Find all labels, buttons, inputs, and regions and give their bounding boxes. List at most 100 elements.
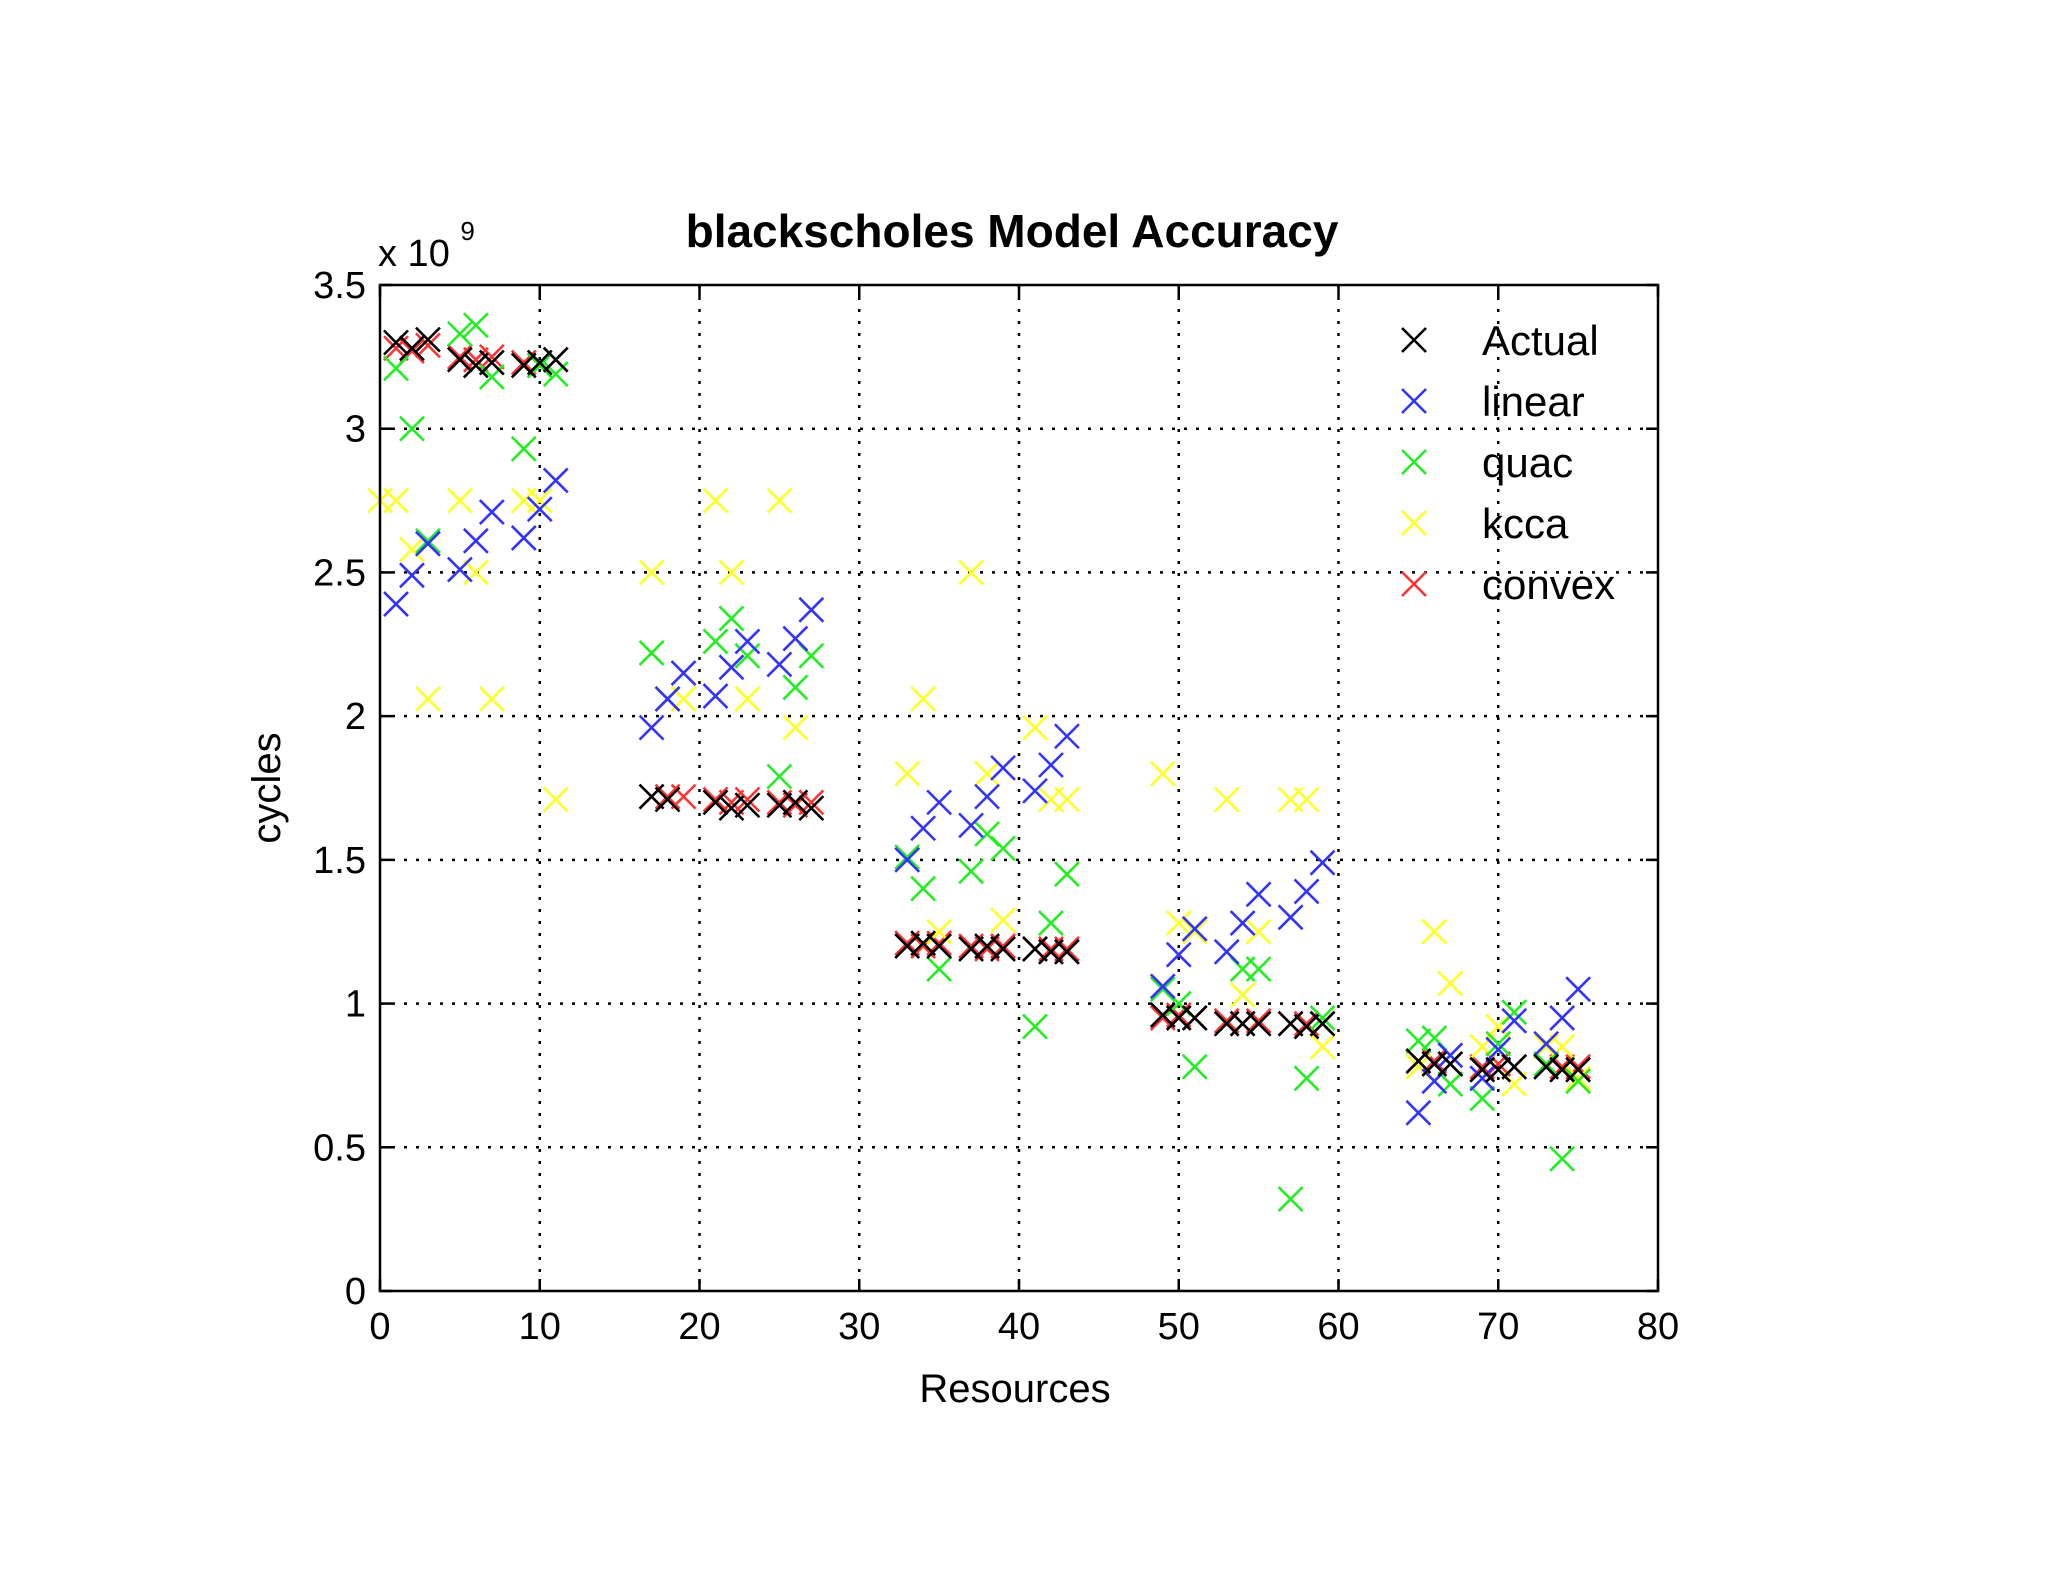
data-point-kcca (1421, 918, 1448, 945)
y-tick-label: 3.5 (313, 265, 366, 307)
data-point-quac (1309, 1005, 1336, 1031)
data-point-linear (1437, 1042, 1464, 1069)
data-point-actual (1277, 1010, 1304, 1037)
data-point-actual (1485, 1056, 1512, 1083)
y-multiplier-exponent: 9 (460, 216, 474, 246)
data-point-kcca (718, 559, 745, 586)
data-point-linear (478, 499, 505, 525)
data-point-quac (415, 527, 441, 554)
legend-item: convex (1401, 561, 1615, 608)
data-point-convex (415, 332, 441, 359)
data-point-linear (1022, 777, 1048, 804)
data-point-kcca (1022, 714, 1048, 741)
legend-label: linear (1482, 378, 1585, 425)
data-point-linear (926, 789, 953, 816)
data-point-actual (894, 933, 921, 960)
data-point-quac (766, 763, 793, 790)
data-point-actual (1181, 1005, 1208, 1031)
legend-item: quac (1401, 439, 1573, 486)
data-point-actual (702, 789, 729, 816)
legend-label: kcca (1482, 500, 1569, 547)
data-point-actual (510, 352, 537, 379)
data-point-convex (702, 786, 729, 813)
data-point-linear (782, 625, 809, 652)
data-point-quac (383, 355, 409, 382)
data-point-actual (446, 346, 473, 373)
data-point-kcca (478, 685, 505, 712)
data-point-actual (718, 795, 745, 822)
legend-label: quac (1482, 439, 1573, 486)
data-point-kcca (1229, 982, 1256, 1008)
legend-marker (1401, 449, 1427, 475)
y-tick-label: 0 (345, 1271, 366, 1313)
data-point-quac (399, 415, 425, 442)
data-point-actual (654, 786, 681, 813)
data-point-linear (1293, 878, 1320, 905)
x-tick-label: 80 (1637, 1306, 1679, 1348)
data-point-linear (415, 530, 441, 557)
data-point-linear (1549, 1005, 1576, 1031)
data-point-kcca (415, 685, 441, 712)
data-point-quac (702, 628, 729, 655)
data-point-quac (1501, 999, 1528, 1026)
data-point-kcca (1149, 760, 1176, 787)
x-tick-label: 60 (1317, 1306, 1359, 1348)
data-point-kcca (1565, 1065, 1592, 1092)
x-tick-label: 70 (1477, 1306, 1519, 1348)
data-point-quac (990, 835, 1016, 862)
data-point-kcca (974, 760, 1000, 787)
y-tick-label: 1.5 (313, 840, 366, 882)
data-point-quac (910, 875, 937, 902)
data-point-kcca (1245, 918, 1272, 945)
data-point-linear (654, 685, 681, 712)
data-point-linear (990, 754, 1016, 781)
data-point-quac (510, 435, 537, 462)
data-point-convex (478, 343, 505, 370)
data-points (367, 312, 1592, 1212)
data-point-kcca (638, 559, 665, 586)
x-tick-label: 20 (678, 1306, 720, 1348)
data-point-linear (1229, 910, 1256, 937)
data-point-actual (798, 795, 825, 822)
data-point-kcca (910, 685, 937, 712)
data-point-kcca (990, 907, 1016, 934)
data-point-linear (1213, 938, 1240, 965)
data-point-quac (1022, 1013, 1048, 1040)
series-kcca (367, 487, 1592, 1097)
data-point-convex (1245, 1007, 1272, 1034)
data-point-actual (415, 326, 441, 353)
y-tick-label: 3 (345, 409, 366, 451)
data-point-linear (1469, 1065, 1496, 1092)
legend: Actual linear quac kcca convex (1401, 317, 1615, 608)
data-point-linear (734, 628, 761, 655)
legend-marker (1401, 388, 1427, 414)
series-linear (383, 467, 1592, 1126)
x-tick-label: 10 (519, 1306, 561, 1348)
data-point-quac (958, 858, 984, 885)
legend-marker (1401, 571, 1427, 597)
legend-label: convex (1482, 561, 1615, 608)
data-point-kcca (958, 559, 984, 586)
data-point-linear (1038, 752, 1064, 778)
x-tick-labels: 0 10 20 30 40 50 60 70 80 (369, 1306, 1679, 1348)
data-point-quac (1277, 1186, 1304, 1212)
data-point-kcca (383, 487, 409, 514)
data-point-quac (1245, 956, 1272, 982)
data-point-actual (478, 349, 505, 376)
data-point-kcca (542, 786, 569, 813)
data-point-actual (1533, 1053, 1560, 1080)
data-point-actual (1054, 938, 1080, 965)
data-point-kcca (702, 487, 729, 514)
data-point-quac (894, 844, 921, 870)
data-point-quac (1565, 1068, 1592, 1095)
legend-label: Actual (1482, 317, 1599, 364)
data-point-kcca (1181, 918, 1208, 945)
legend-item: linear (1401, 378, 1585, 425)
data-point-actual (462, 352, 489, 379)
x-tick-label: 30 (838, 1306, 880, 1348)
data-point-convex (446, 343, 473, 370)
data-point-kcca (1054, 786, 1080, 813)
legend-item: kcca (1401, 500, 1569, 547)
plot-frame (378, 283, 1660, 1293)
data-point-linear (1149, 973, 1176, 1000)
